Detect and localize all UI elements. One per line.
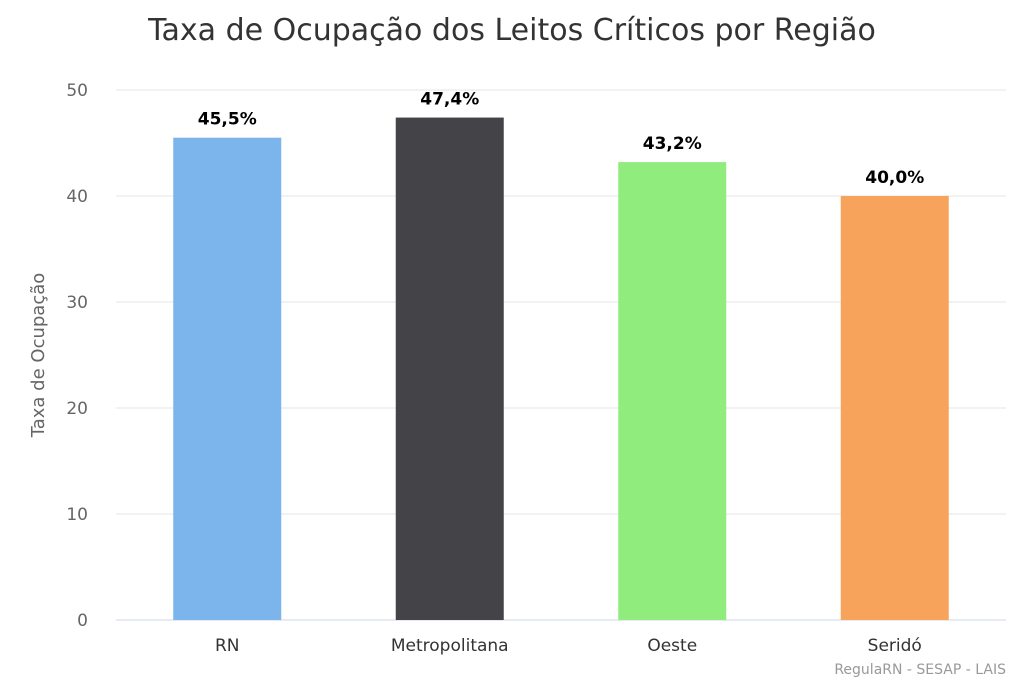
data-label: 43,2%: [643, 134, 702, 154]
chart-title: Taxa de Ocupação dos Leitos Críticos por…: [147, 13, 876, 48]
y-axis-ticks: 0 10 20 30 40 50: [66, 81, 88, 631]
y-axis-label: Taxa de Ocupação: [28, 273, 49, 439]
data-label: 40,0%: [865, 168, 924, 188]
y-tick-label: 40: [66, 187, 88, 207]
x-category-label: Seridó: [868, 636, 922, 656]
y-tick-label: 10: [66, 505, 88, 525]
x-category-label: RN: [215, 636, 240, 656]
bar-seridó: [840, 196, 949, 620]
bar-metropolitana: [395, 117, 504, 620]
y-tick-label: 50: [66, 81, 88, 101]
y-tick-label: 0: [77, 611, 88, 631]
x-axis-categories: RN Metropolitana Oeste Seridó: [215, 636, 922, 656]
data-label: 47,4%: [420, 90, 479, 110]
data-label: 45,5%: [198, 110, 257, 130]
x-category-label: Oeste: [647, 636, 697, 656]
y-tick-label: 30: [66, 293, 88, 313]
y-tick-label: 20: [66, 399, 88, 419]
bar-rn: [173, 137, 282, 620]
chart-credit[interactable]: RegulaRN - SESAP - LAIS: [834, 662, 1006, 678]
data-labels: 45,5% 47,4% 43,2% 40,0%: [196, 88, 925, 189]
bars: [173, 117, 949, 620]
bar-oeste: [618, 162, 727, 620]
x-category-label: Metropolitana: [391, 636, 509, 656]
